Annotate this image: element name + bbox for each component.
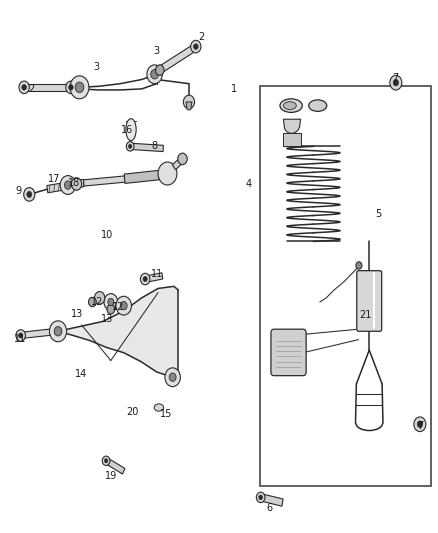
Circle shape [126, 142, 134, 151]
Ellipse shape [154, 404, 164, 411]
Text: 16: 16 [120, 125, 133, 135]
Text: 6: 6 [267, 503, 273, 513]
FancyBboxPatch shape [357, 271, 381, 332]
Text: 21: 21 [359, 310, 371, 320]
Polygon shape [173, 157, 184, 170]
Circle shape [88, 297, 96, 306]
Circle shape [390, 75, 402, 90]
Text: 3: 3 [154, 46, 160, 56]
Text: 19: 19 [105, 472, 117, 481]
Text: 18: 18 [68, 178, 80, 188]
Text: 13: 13 [71, 309, 84, 319]
Circle shape [22, 85, 26, 90]
Circle shape [393, 79, 399, 86]
Circle shape [24, 188, 35, 201]
Circle shape [414, 417, 426, 432]
Polygon shape [158, 44, 197, 74]
FancyBboxPatch shape [271, 329, 306, 376]
Circle shape [16, 330, 25, 341]
Polygon shape [261, 494, 283, 506]
Circle shape [104, 459, 108, 463]
Polygon shape [283, 119, 300, 133]
Text: 11: 11 [151, 269, 163, 279]
Text: 5: 5 [374, 209, 381, 219]
Polygon shape [47, 179, 84, 193]
Circle shape [191, 41, 201, 53]
Circle shape [75, 82, 84, 93]
Circle shape [70, 76, 89, 99]
Text: 1: 1 [231, 84, 237, 94]
Circle shape [194, 44, 198, 50]
Circle shape [169, 373, 176, 382]
Circle shape [71, 177, 81, 190]
Circle shape [27, 191, 32, 197]
Polygon shape [84, 174, 151, 186]
Circle shape [64, 181, 71, 189]
Circle shape [184, 95, 194, 109]
Polygon shape [144, 273, 163, 282]
Text: 15: 15 [160, 409, 173, 419]
FancyBboxPatch shape [260, 86, 431, 486]
Polygon shape [24, 84, 71, 91]
Circle shape [95, 292, 105, 304]
Text: 9: 9 [15, 186, 21, 196]
Ellipse shape [309, 100, 327, 111]
Circle shape [147, 65, 162, 84]
Text: 4: 4 [246, 179, 252, 189]
Text: 12: 12 [112, 302, 124, 312]
Text: 2: 2 [199, 31, 205, 42]
Circle shape [155, 65, 164, 75]
Text: 14: 14 [74, 369, 87, 378]
Text: 11: 11 [14, 334, 26, 344]
Text: 2: 2 [28, 84, 34, 94]
Circle shape [120, 302, 127, 310]
Ellipse shape [280, 99, 302, 112]
Circle shape [60, 175, 76, 195]
Text: 20: 20 [126, 407, 138, 417]
Circle shape [178, 153, 187, 165]
Circle shape [356, 262, 362, 269]
Text: 17: 17 [48, 174, 60, 184]
Circle shape [108, 298, 114, 306]
Polygon shape [124, 171, 159, 183]
Text: 7: 7 [392, 74, 398, 84]
Polygon shape [186, 102, 192, 110]
Text: 3: 3 [94, 62, 100, 72]
Circle shape [49, 321, 67, 342]
Polygon shape [58, 286, 178, 379]
Circle shape [104, 294, 118, 310]
Circle shape [417, 421, 423, 427]
Circle shape [69, 85, 73, 90]
Circle shape [259, 495, 262, 500]
Text: 12: 12 [91, 297, 103, 307]
Circle shape [158, 162, 177, 185]
Circle shape [165, 368, 180, 386]
Circle shape [18, 333, 23, 338]
Circle shape [54, 327, 62, 336]
Circle shape [128, 144, 132, 149]
Ellipse shape [283, 102, 296, 110]
Polygon shape [131, 143, 163, 151]
Ellipse shape [126, 119, 136, 141]
Circle shape [116, 296, 131, 315]
Circle shape [256, 492, 265, 503]
Circle shape [107, 305, 115, 314]
Text: 8: 8 [152, 141, 158, 151]
Polygon shape [21, 329, 54, 338]
Circle shape [141, 273, 150, 285]
Text: 13: 13 [101, 314, 113, 324]
Text: 7: 7 [417, 421, 424, 431]
Text: 10: 10 [101, 230, 113, 240]
Polygon shape [106, 458, 125, 474]
Circle shape [102, 456, 110, 465]
Polygon shape [283, 133, 300, 147]
Circle shape [151, 70, 159, 79]
Circle shape [143, 277, 147, 281]
Circle shape [66, 81, 76, 94]
Circle shape [19, 81, 29, 94]
